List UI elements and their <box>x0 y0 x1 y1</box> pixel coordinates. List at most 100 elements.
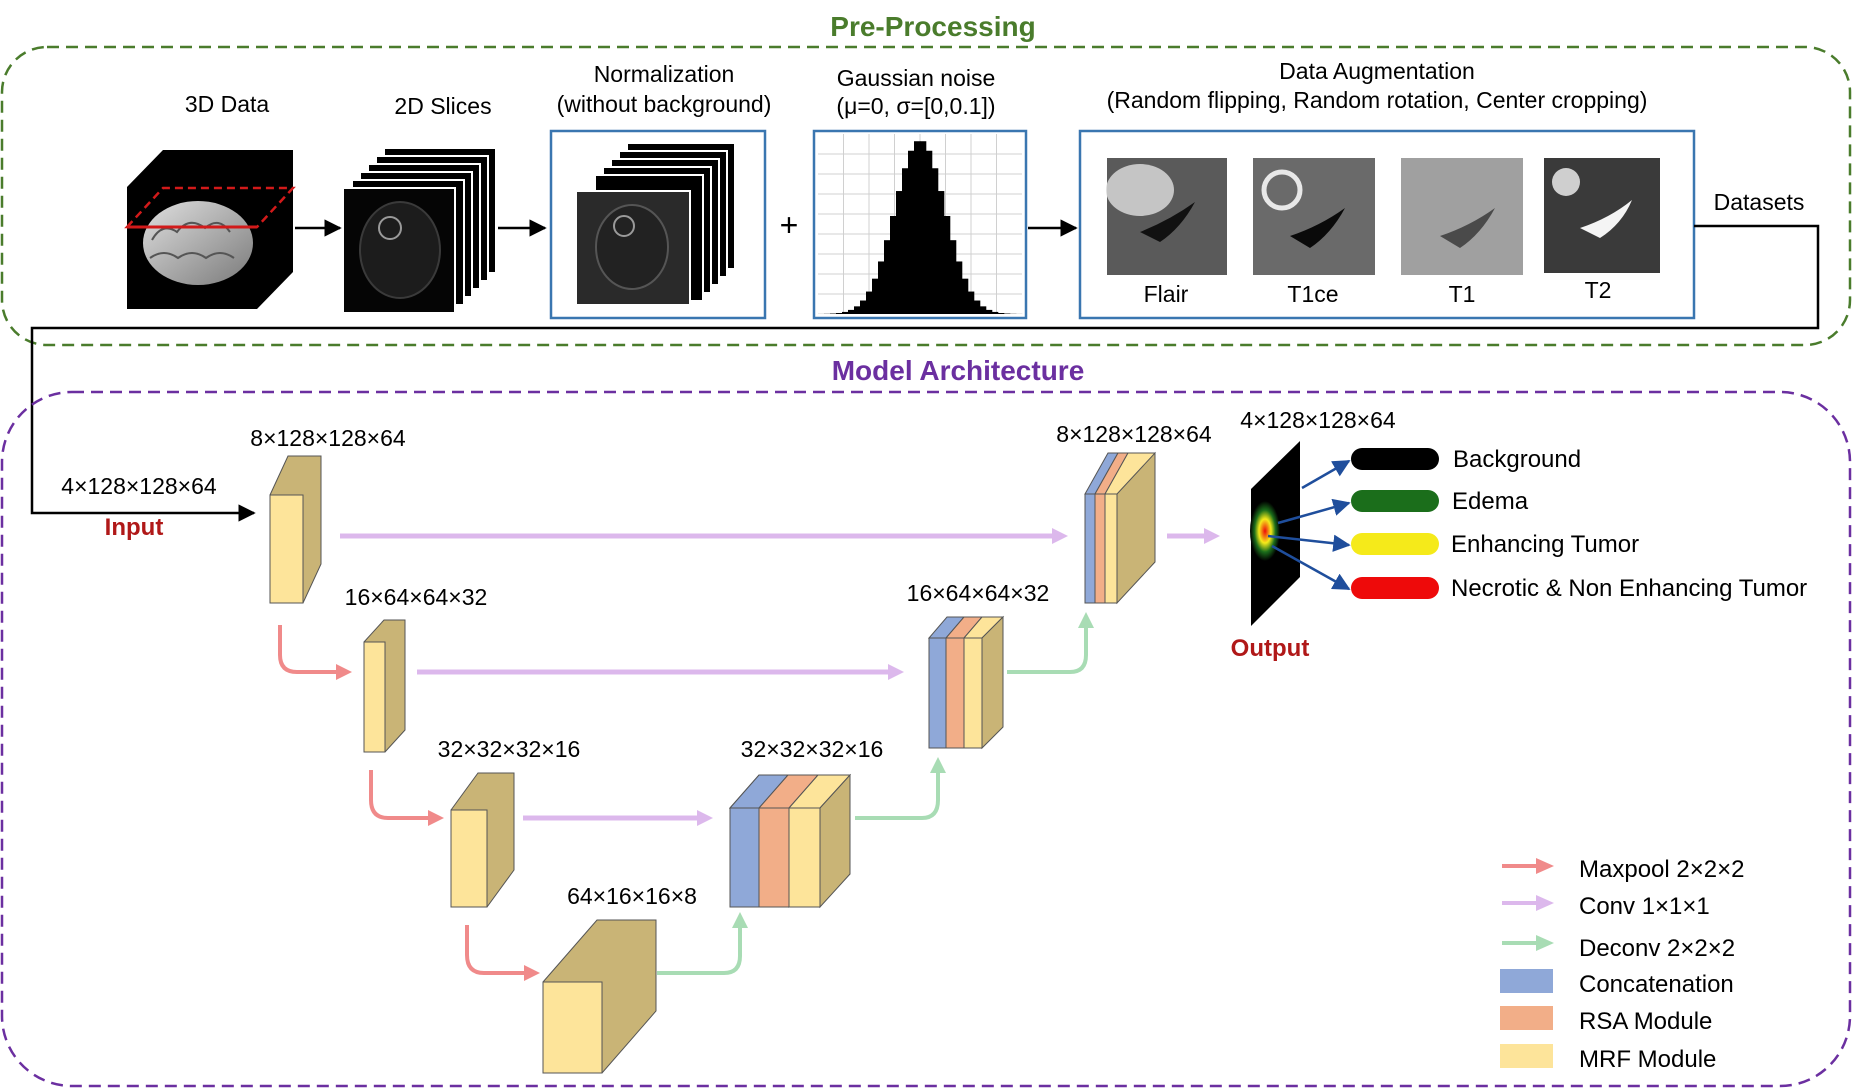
legend: Maxpool 2×2×2 Conv 1×1×1 Deconv 2×2×2 Co… <box>1500 856 1744 1073</box>
noise-bar <box>938 191 945 314</box>
decoder-block-2-dims: 16×64×64×32 <box>907 580 1050 606</box>
legend-maxpool-label: Maxpool 2×2×2 <box>1579 856 1744 883</box>
modality-flair: Flair <box>1106 158 1227 307</box>
class-edema: Edema <box>1351 488 1529 515</box>
legend-deconv-label: Deconv 2×2×2 <box>1579 935 1735 962</box>
decoder-block-3-dims: 32×32×32×16 <box>741 736 884 762</box>
normalization-sublabel: (without background) <box>557 91 772 117</box>
noise-bar <box>842 311 849 314</box>
noise-bar <box>920 141 927 314</box>
noise-bar <box>908 150 915 314</box>
noise-bar <box>836 313 843 314</box>
modality-t1: T1 <box>1401 158 1523 307</box>
noise-bar <box>944 215 951 314</box>
legend-mrf-label: MRF Module <box>1579 1046 1716 1073</box>
input-dims: 4×128×128×64 <box>61 473 217 499</box>
noise-bar <box>854 306 861 314</box>
class-enhancing-tumor-label: Enhancing Tumor <box>1451 531 1639 558</box>
output-class-arrows <box>1267 459 1351 591</box>
plus-sign: + <box>780 207 799 243</box>
legend-conv-label: Conv 1×1×1 <box>1579 893 1710 920</box>
slices-label: 2D Slices <box>394 93 491 119</box>
deconv-arrows <box>657 625 1088 975</box>
noise-bar <box>914 141 921 314</box>
class-enhancing-tumor: Enhancing Tumor <box>1351 531 1639 558</box>
decoder-block-1-dims: 8×128×128×64 <box>1056 421 1212 447</box>
modality-t1-label: T1 <box>1449 281 1476 307</box>
encoder-block-1-dims: 8×128×128×64 <box>250 425 406 451</box>
skip-connections <box>340 528 1220 826</box>
decoder-block-1 <box>1084 451 1156 605</box>
normalized-slice-stack <box>575 142 736 306</box>
encoder-block-2-dims: 16×64×64×32 <box>345 584 488 610</box>
modality-t1ce-label: T1ce <box>1287 281 1338 307</box>
noise-bar <box>968 291 975 314</box>
noise-bar <box>932 168 939 314</box>
legend-deconv: Deconv 2×2×2 <box>1502 935 1735 962</box>
legend-maxpool: Maxpool 2×2×2 <box>1502 856 1744 883</box>
legend-mrf: MRF Module <box>1500 1044 1716 1073</box>
noise-bar <box>884 240 891 314</box>
datasets-connector <box>30 224 1820 522</box>
noise-bar <box>950 240 957 314</box>
encoder-block-1 <box>269 455 322 604</box>
decoder-block-2 <box>927 615 1005 750</box>
normalization-label: Normalization <box>594 61 735 87</box>
noise-label: Gaussian noise <box>837 65 996 91</box>
data3d-label: 3D Data <box>185 91 270 117</box>
noise-bar <box>848 309 855 314</box>
noise-bar <box>872 278 879 314</box>
noise-bar <box>926 150 933 314</box>
legend-conv: Conv 1×1×1 <box>1502 893 1710 920</box>
noise-bar <box>974 300 981 314</box>
class-background: Background <box>1351 446 1581 473</box>
class-background-label: Background <box>1453 446 1581 473</box>
legend-rsa: RSA Module <box>1500 1006 1712 1035</box>
decoder-block-3 <box>728 773 852 909</box>
output-label: Output <box>1231 635 1310 662</box>
model-frame <box>0 390 1852 1088</box>
datasets-label: Datasets <box>1714 189 1805 215</box>
preprocessing-frame <box>0 45 1852 347</box>
preprocessing-title: Pre-Processing <box>830 11 1035 42</box>
slice-stack <box>342 147 497 314</box>
modality-t1ce: T1ce <box>1253 158 1375 307</box>
class-necrotic-label: Necrotic & Non Enhancing Tumor <box>1451 575 1807 602</box>
noise-bar <box>992 311 999 314</box>
class-necrotic: Necrotic & Non Enhancing Tumor <box>1351 575 1807 602</box>
noise-histogram <box>818 141 1023 314</box>
noise-bar <box>998 313 1005 314</box>
noise-sublabel: (μ=0, σ=[0,0.1]) <box>836 93 995 119</box>
noise-bar <box>866 291 873 314</box>
legend-concatenation: Concatenation <box>1500 969 1734 998</box>
input-label: Input <box>105 514 164 541</box>
encoder-block-3 <box>450 772 515 908</box>
noise-bar <box>890 215 897 314</box>
maxpool-arrows <box>278 625 528 975</box>
model-title: Model Architecture <box>832 355 1085 386</box>
noise-bar <box>878 261 885 314</box>
brain-cube <box>124 150 296 309</box>
noise-bar <box>902 168 909 314</box>
bottleneck-block-dims: 64×16×16×8 <box>567 883 697 909</box>
noise-bar <box>896 191 903 314</box>
augmentation-label: Data Augmentation <box>1279 58 1475 84</box>
modality-flair-label: Flair <box>1144 281 1189 307</box>
noise-bar <box>986 309 993 314</box>
noise-bar <box>962 278 969 314</box>
output-segmentation <box>1250 441 1300 626</box>
legend-concatenation-label: Concatenation <box>1579 971 1734 998</box>
noise-bar <box>980 306 987 314</box>
encoder-block-2 <box>363 619 406 753</box>
class-edema-label: Edema <box>1452 488 1529 515</box>
encoder-block-3-dims: 32×32×32×16 <box>438 736 581 762</box>
noise-bar <box>956 261 963 314</box>
bottleneck-block <box>542 919 657 1074</box>
modality-t2: T2 <box>1544 158 1660 303</box>
modality-t2-label: T2 <box>1585 277 1612 303</box>
augmentation-sublabel: (Random flipping, Random rotation, Cente… <box>1107 87 1648 113</box>
noise-bar <box>860 300 867 314</box>
output-dims: 4×128×128×64 <box>1240 407 1396 433</box>
legend-rsa-label: RSA Module <box>1579 1008 1712 1035</box>
